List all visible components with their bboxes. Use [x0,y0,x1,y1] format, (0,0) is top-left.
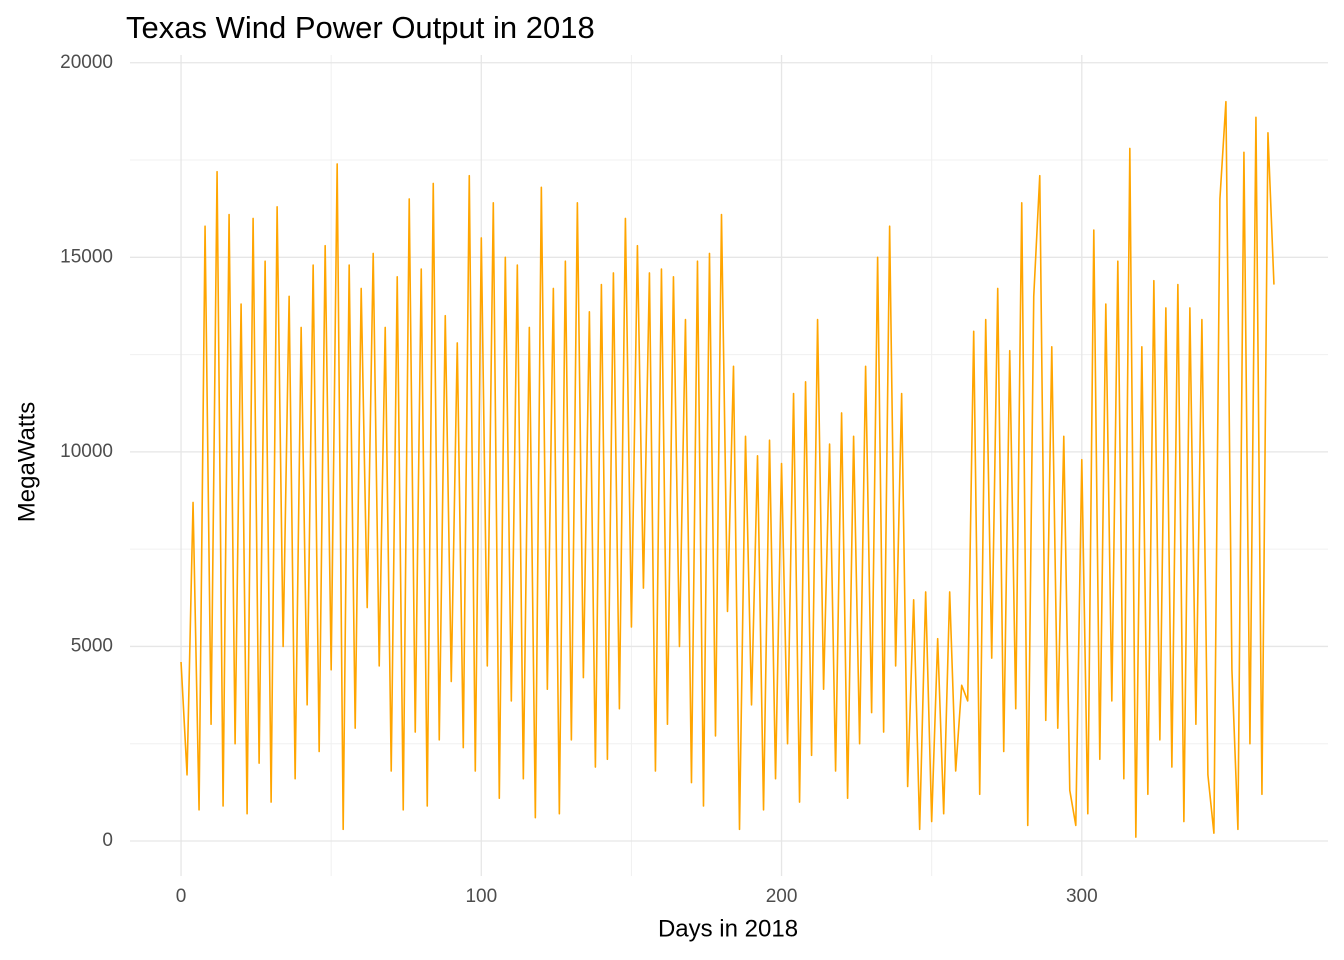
x-tick-label: 300 [1066,886,1098,907]
y-axis-title: MegaWatts [13,402,40,522]
y-tick-label: 0 [102,830,113,851]
y-tick-label: 10000 [60,441,113,462]
x-tick-label: 100 [465,886,497,907]
series-line [180,100,1275,838]
y-tick-label: 15000 [60,246,113,267]
x-tick-label: 0 [176,886,187,907]
x-axis-title: Days in 2018 [658,915,798,942]
y-tick-label: 20000 [60,52,113,73]
chart-title: Texas Wind Power Output in 2018 [126,10,595,45]
x-tick-label: 200 [766,886,798,907]
y-tick-label: 5000 [71,635,113,656]
